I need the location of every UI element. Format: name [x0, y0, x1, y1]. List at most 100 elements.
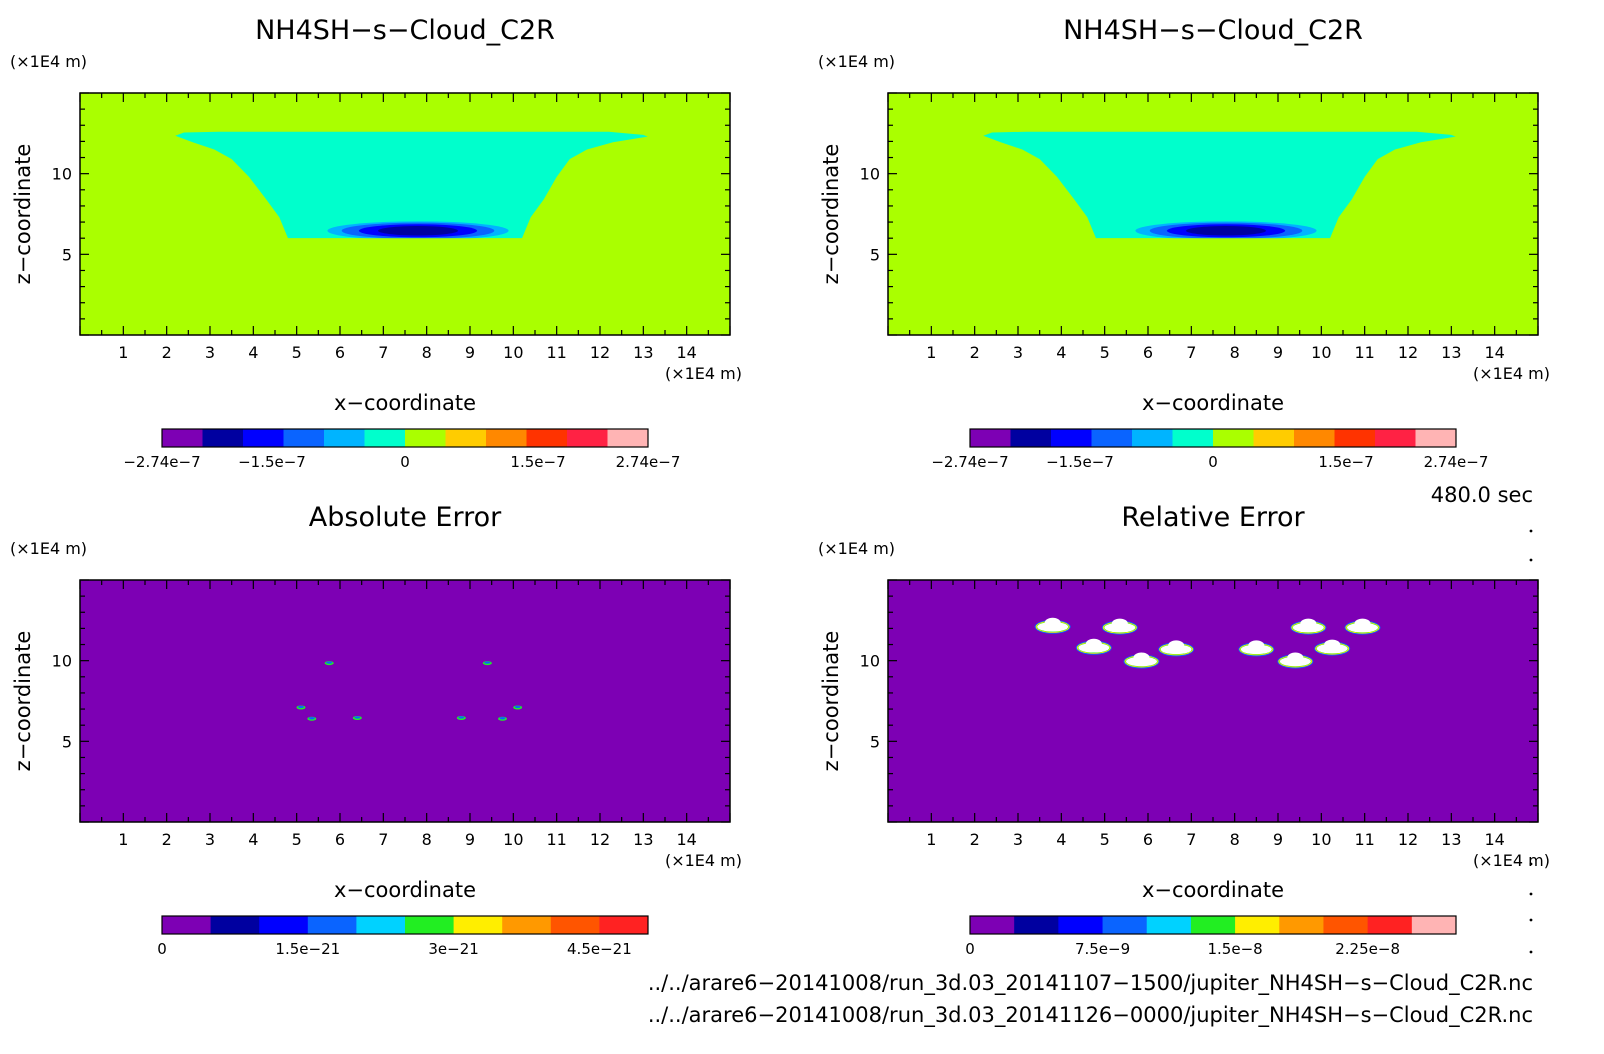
x-tick-label: 10 [503, 343, 523, 362]
error-blob [1290, 618, 1327, 635]
colorbar-swatch [1235, 916, 1280, 934]
error-blob [1238, 640, 1275, 657]
y-unit-label: (×1E4 m) [10, 539, 87, 558]
error-spot-core [326, 661, 333, 664]
x-tick-label: 10 [1311, 343, 1331, 362]
x-tick-label: 13 [633, 343, 653, 362]
colorbar-swatch [970, 916, 1015, 934]
colorbar-swatch [1323, 916, 1369, 934]
colorbar-label: 0 [1208, 453, 1218, 471]
x-tick-label: 3 [1013, 830, 1023, 849]
error-blob [1034, 617, 1071, 634]
error-blob [1101, 618, 1138, 635]
colorbar-label: 3e−21 [428, 940, 478, 958]
colorbar-swatch [1375, 429, 1416, 447]
colorbar-swatch [364, 429, 406, 447]
y-unit-label: (×1E4 m) [10, 52, 87, 71]
x-tick-label: 7 [1186, 830, 1196, 849]
colorbar-swatch [202, 429, 244, 447]
colorbar-swatch [1091, 429, 1133, 447]
x-tick-label: 13 [1441, 830, 1461, 849]
error-blob [1344, 618, 1381, 635]
x-tick-label: 12 [1398, 830, 1418, 849]
y-tick-label: 5 [870, 732, 880, 751]
colorbar-frame [969, 428, 1457, 448]
cloud-base-contour [378, 226, 458, 236]
colorbar-label: 2.74e−7 [616, 453, 681, 471]
colorbar: 0 7.5e−9 1.5e−8 2.25e−8 [965, 915, 1457, 958]
error-blob [1277, 652, 1314, 669]
contour-field [296, 661, 523, 721]
colorbar-frame [161, 428, 649, 448]
x-unit-label: (×1E4 m) [1473, 851, 1550, 870]
footer-path-2: ../../arare6−20141008/run_3d.03_20141126… [648, 1003, 1533, 1028]
x-tick-label: 9 [465, 343, 475, 362]
colorbar-swatch [243, 429, 284, 447]
colorbar-swatch [259, 916, 309, 934]
colorbar-swatch [1279, 916, 1324, 934]
panel-title: Absolute Error [309, 502, 502, 533]
tick-marks [79, 92, 731, 336]
error-spot-core [514, 705, 521, 709]
x-tick-label: 9 [1273, 343, 1283, 362]
x-tick-label: 2 [162, 830, 172, 849]
below-cloud-region [80, 238, 730, 335]
panel-title: NH4SH−s−Cloud_C2R [1063, 15, 1363, 46]
x-tick-label: 3 [205, 830, 215, 849]
x-tick-label: 1 [118, 830, 128, 849]
page-dot [1529, 862, 1533, 866]
x-tick-label: 14 [676, 830, 696, 849]
colorbar-label: 4.5e−21 [567, 940, 632, 958]
x-unit-label: (×1E4 m) [665, 364, 742, 383]
x-tick-label: 12 [590, 830, 610, 849]
error-blob [1123, 652, 1160, 669]
x-tick-label: 9 [465, 830, 475, 849]
x-tick-label: 5 [1100, 343, 1110, 362]
colorbar-swatch [1415, 429, 1457, 447]
colorbar-swatch [1190, 916, 1236, 934]
x-tick-label: 2 [970, 343, 980, 362]
error-spot-core [458, 716, 465, 719]
x-tick-label: 6 [1143, 343, 1153, 362]
colorbar-frame [969, 915, 1457, 935]
colorbar-swatch [1253, 429, 1295, 447]
x-unit-label: (×1E4 m) [1473, 364, 1550, 383]
colorbar-label: 0 [157, 940, 167, 958]
colorbar-swatch [1367, 916, 1413, 934]
colorbar-swatch [162, 916, 212, 934]
colorbar: 0 1.5e−21 3e−21 4.5e−21 [157, 915, 649, 958]
contour-field [888, 131, 1538, 335]
tick-marks [887, 92, 1539, 336]
x-tick-label: 4 [1056, 343, 1066, 362]
x-tick-label: 5 [292, 343, 302, 362]
page-dot [1529, 918, 1533, 922]
y-axis-label: z−coordinate [819, 144, 843, 285]
x-tick-label: 2 [970, 830, 980, 849]
y-tick-label: 5 [62, 732, 72, 751]
colorbar-swatch [453, 916, 503, 934]
colorbar-label: 2.25e−8 [1335, 940, 1400, 958]
colorbar-swatch [307, 916, 357, 934]
page-dot [1529, 892, 1533, 896]
x-axis-label: x−coordinate [334, 391, 476, 415]
colorbar-swatch [356, 916, 406, 934]
colorbar-swatch [405, 429, 446, 447]
x-tick-label: 8 [422, 343, 432, 362]
x-tick-label: 10 [503, 830, 523, 849]
plot-background [80, 580, 730, 822]
y-tick-label: 10 [860, 652, 880, 671]
colorbar-swatch [445, 429, 487, 447]
colorbar-label: 7.5e−9 [1075, 940, 1130, 958]
x-axis-label: x−coordinate [334, 878, 476, 902]
x-tick-label: 10 [1311, 830, 1331, 849]
panel-3: Absolute Error(×1E4 m)1 2 3 4 5 6 7 8 9 10 11 12 13 1… [10, 502, 742, 958]
error-blob [1158, 640, 1195, 657]
error-spot-core [308, 717, 315, 720]
y-unit-label: (×1E4 m) [818, 539, 895, 558]
x-tick-label: 8 [422, 830, 432, 849]
colorbar-swatch [526, 429, 568, 447]
cloud-layer-region [175, 131, 648, 239]
y-tick-label: 10 [52, 165, 72, 184]
x-tick-label: 4 [1056, 830, 1066, 849]
colorbar-swatch [607, 429, 649, 447]
